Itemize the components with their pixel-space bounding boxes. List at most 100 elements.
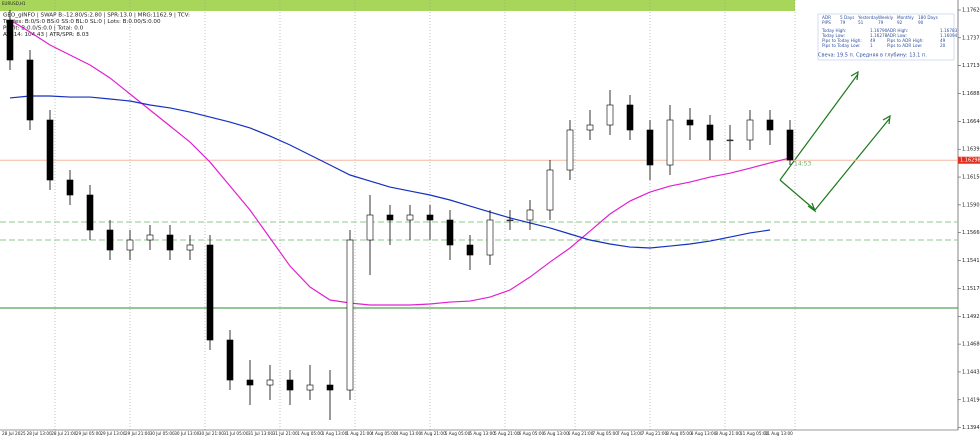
x-tick-label: 5 Aug 05:00 [445,431,471,436]
candle-body [466,244,474,256]
panel-stat: 1.16278 [870,33,888,38]
symbol: EURUSD,H1 [2,1,26,6]
header-text: GEO_gINFO | SWAP B:-12.80/S:2.80 | SPR:1… [2,13,190,39]
panel-stat: ADR Low: [887,33,907,38]
panel-stat: 20 [940,43,946,48]
ma-line [9,19,791,306]
info-panel-box [817,13,955,61]
y-tick-label: 1.14190 [962,397,980,403]
panel-header: 5 Days [840,15,854,20]
x-tick-label: 1 Aug 05:00 [297,431,323,436]
x-tick-label: 8 Aug 13:00 [691,431,717,436]
x-tick-label: 8 Aug 05:00 [666,431,692,436]
y-tick-label: 1.16395 [962,147,980,153]
x-tick-label: 7 Aug 05:00 [592,431,618,436]
y-tick-label: 1.17130 [962,63,980,69]
x-tick-label: 4 Aug 05:00 [371,431,397,436]
panel-stat: Pips to Today Low: [822,43,860,48]
header-line: Trades: B:0/S:0 BS:0 SS:0 BL:0 SL:0 | Lo… [2,19,161,25]
candle-body [486,219,494,256]
forecast-arrows [779,70,891,213]
panel-header: Monthly [897,15,914,20]
x-tick-label: 30 Jul 05:00 [150,431,175,436]
candle-body [746,119,754,141]
candle-body [766,119,774,131]
header-line: ATR14: 104.43 | ATR/SPR: 8.03 [3,32,89,38]
panel-cell: 79 [878,20,884,25]
x-tick-label: 29 Jul 05:00 [76,431,101,436]
candle-body [646,129,654,166]
panel-header: Yesterday [857,15,879,20]
panel-cell: 92 [897,20,903,25]
candle-body [126,239,134,251]
candle-body [246,379,254,386]
candle-body [786,129,794,161]
candle-body [146,234,154,241]
x-tick-label: 4 Aug 21:00 [420,431,446,436]
x-tick-label: 30 Jul 21:00 [199,431,224,436]
candle-body [446,219,454,246]
candle-body [686,119,694,126]
candle-body [166,234,174,251]
price-tag-label: 1.16298 [960,158,980,164]
panel-stat: Today Low: [821,33,845,38]
candle-body [606,104,614,126]
candle-body [206,244,214,341]
candle-body [46,119,54,181]
candle-body [106,229,114,251]
panel-stat: 1.16094 [940,33,958,38]
candle-body [526,209,534,221]
y-tick-label: 1.13945 [962,425,980,431]
candle-body [666,119,674,166]
y-tick-label: 1.15905 [962,202,980,208]
panel-cell: 79 [840,20,846,25]
y-tick-label: 1.17375 [962,35,980,41]
candle-body [386,214,394,221]
candle-body [626,104,634,131]
panel-stat: 49 [870,38,876,43]
panel-header: ADR [822,15,831,20]
x-tick-label: 6 Aug 05:00 [519,431,545,436]
x-tick-label: 7 Aug 21:00 [642,431,668,436]
candle-body [86,194,94,231]
x-tick-label: 29 Jul 13:00 [100,431,125,436]
candle-body [266,379,274,386]
x-tick-label: 1 Aug 13:00 [322,431,348,436]
timer: 14:53 [794,161,811,168]
x-tick-label: 31 Jul 21:00 [273,431,298,436]
panel-stat: 1.16790 [870,28,888,33]
candle-body [6,19,14,61]
candle-body [226,339,234,381]
x-tick-label: 31 Jul 13:00 [248,431,273,436]
panel-cell: 51 [858,20,864,25]
candle-body [26,59,34,121]
candle-body [506,219,514,222]
header-line: Profit: B:0.0/S:0.0 | Total: 0.0 [3,26,84,32]
candle-body [326,384,334,391]
candle-body [586,124,594,131]
panel-stat: Pips to ADR High: [887,38,924,43]
top-banner [0,0,795,11]
panel-stat: Pips to Today High: [822,38,862,43]
candle-body [726,139,734,142]
x-tick-label: 4 Aug 13:00 [396,431,422,436]
x-tick-label: 11 Aug 13:00 [765,431,794,436]
header-line: GEO_gINFO | SWAP B:-12.80/S:2.80 | SPR:1… [3,13,190,19]
y-tick-label: 1.15415 [962,258,980,264]
x-tick-label: 5 Aug 13:00 [469,431,495,436]
candle-body [706,124,714,141]
candle-body [546,169,554,211]
ma-line [9,95,771,249]
candle-body [566,129,574,171]
x-tick-label: 28 Jul 13:00 [27,431,52,436]
panel-stat: Pips to ADR Low: [887,43,922,48]
y-tick-label: 1.15170 [962,286,980,292]
panel-cell: PIPS [822,20,831,25]
y-tick-label: 1.14680 [962,342,980,348]
panel-stat: 1.16783 [940,28,958,33]
panel-stat: ADR High: [887,28,908,33]
x-tick-label: 1 Aug 21:00 [346,431,372,436]
x-tick-label: 6 Aug 21:00 [568,431,594,436]
candle-body [366,214,374,241]
x-tick-label: 8 Aug 21:00 [715,431,741,436]
